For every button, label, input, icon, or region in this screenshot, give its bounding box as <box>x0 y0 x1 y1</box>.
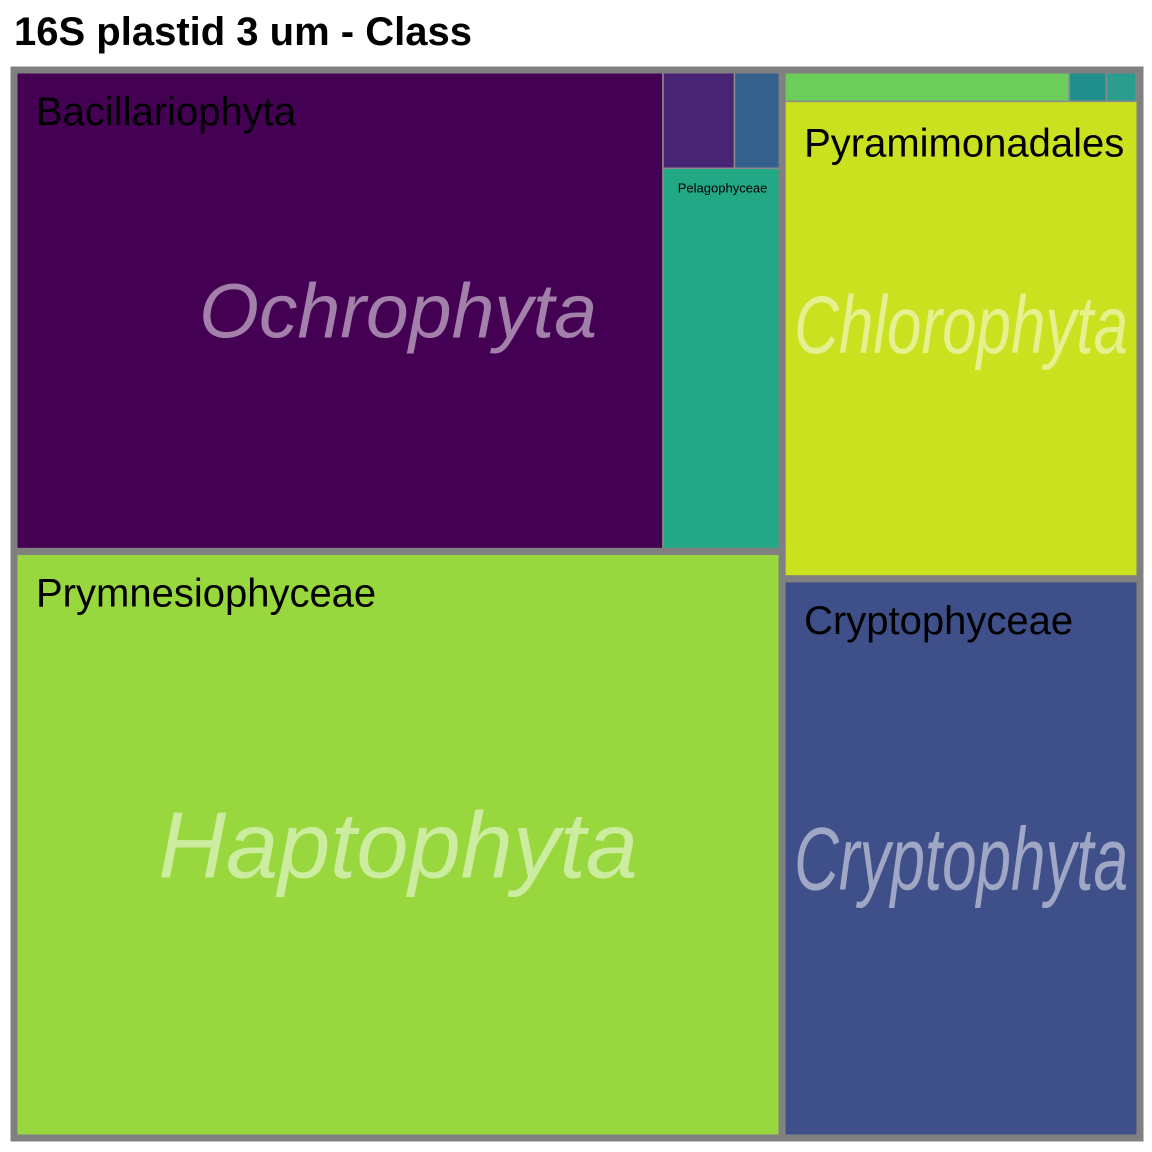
group-label-ochrophyta: Ochrophyta <box>199 269 597 355</box>
class-label-pelagophyceae: Pelagophyceae <box>678 180 768 195</box>
class-label-pyramimonadales: Pyramimonadales <box>804 121 1124 165</box>
class-rect-bacillariophyta <box>13 69 664 553</box>
group-label-cryptophyta: Cryptophyta <box>794 809 1128 909</box>
class-rect-chlorophyta-minor-6 <box>1105 69 1137 103</box>
class-label-prymnesiophyceae: Prymnesiophyceae <box>36 571 376 615</box>
class-label-cryptophyceae: Cryptophyceae <box>804 599 1073 643</box>
treemap-frame <box>11 67 1143 1141</box>
chart-title: 16S plastid 3 um - Class <box>14 10 472 54</box>
class-rect-pelagophyceae <box>662 167 783 553</box>
class-label-bacillariophyta: Bacillariophyta <box>36 90 297 134</box>
class-rect-chlorophyta-minor-5 <box>1068 69 1108 103</box>
class-rect-prymnesiophyceae <box>13 550 783 1139</box>
group-label-haptophyta: Haptophyta <box>158 793 638 898</box>
class-rect-chlorophyta-minor-4 <box>781 69 1070 103</box>
class-rect-ochrophyta-minor-2 <box>733 69 783 170</box>
class-rect-ochrophyta-minor-1 <box>662 69 736 170</box>
group-label-chlorophyta: Chlorophyta <box>794 280 1128 371</box>
class-rect-cryptophyceae <box>781 578 1141 1139</box>
